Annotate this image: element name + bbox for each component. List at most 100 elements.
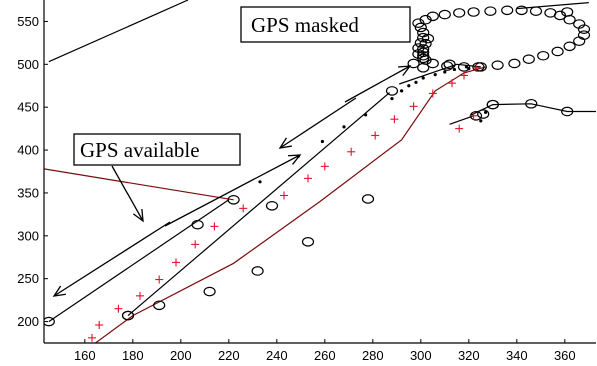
- circle-marker: [529, 6, 543, 16]
- circle-marker: [551, 46, 564, 57]
- circle-marker: [417, 50, 430, 61]
- dot-marker: [414, 80, 418, 84]
- circle-marker: [573, 36, 586, 46]
- circle-marker: [474, 62, 487, 72]
- dot-marker: [467, 67, 471, 71]
- annotation-label: GPS masked: [251, 13, 359, 37]
- annotation-box: [240, 6, 411, 43]
- circle-marker: [561, 106, 574, 117]
- plus-marker: [95, 320, 104, 329]
- circle-marker: [385, 86, 399, 96]
- annotation-gps-masked: GPS masked: [240, 6, 411, 43]
- circle-marker: [484, 6, 497, 16]
- arrow-available-down: [52, 221, 171, 297]
- series-2: [407, 5, 591, 72]
- circle-marker: [426, 11, 439, 22]
- circle-marker: [361, 194, 375, 204]
- series-3: [88, 63, 480, 342]
- y-tick-label: 350: [17, 185, 39, 200]
- plus-marker: [347, 147, 356, 156]
- plus-marker: [472, 63, 480, 72]
- plus-marker: [114, 304, 123, 313]
- circle-marker: [467, 7, 480, 17]
- plus-marker: [428, 89, 437, 98]
- plus-marker: [469, 111, 478, 120]
- circle-marker: [414, 22, 427, 33]
- circle-marker: [417, 44, 430, 54]
- y-tick-label: 250: [17, 271, 39, 286]
- circle-marker: [421, 33, 435, 44]
- circle-marker: [153, 300, 166, 311]
- circle-marker: [412, 18, 425, 28]
- plus-marker: [172, 258, 180, 267]
- circle-marker: [525, 98, 538, 109]
- plus-marker: [280, 191, 288, 200]
- y-tick-label: 300: [17, 228, 39, 243]
- circle-marker: [477, 109, 490, 119]
- circle-marker: [203, 286, 216, 297]
- dot-marker: [342, 125, 346, 129]
- plus-marker: [239, 204, 248, 213]
- dot-marker: [364, 113, 368, 117]
- x-tick-label: 180: [122, 348, 144, 363]
- trajectory-line-1: [127, 92, 390, 317]
- dot-marker: [320, 139, 324, 144]
- plus-marker: [88, 333, 96, 342]
- dot-marker: [464, 65, 468, 69]
- arrow-masked-up: [344, 65, 412, 103]
- dot-marker: [400, 89, 404, 93]
- x-tick-label: 300: [410, 348, 432, 363]
- circle-marker: [501, 5, 514, 16]
- circle-marker: [443, 59, 456, 70]
- y-tick-label: 400: [17, 143, 39, 158]
- circle-marker: [301, 237, 315, 247]
- circle-marker: [491, 60, 504, 70]
- circle-marker: [417, 27, 430, 38]
- plus-marker: [448, 79, 456, 88]
- plus-marker: [320, 162, 329, 171]
- dot-marker: [433, 73, 437, 77]
- dot-marker: [452, 67, 456, 72]
- circle-marker: [522, 54, 535, 64]
- circle-marker: [191, 219, 204, 230]
- circle-marker: [417, 32, 430, 43]
- circle-marker: [419, 55, 432, 65]
- plus-marker: [155, 275, 164, 284]
- plus-marker: [136, 291, 144, 300]
- circle-marker: [265, 201, 279, 211]
- dot-marker: [390, 97, 394, 101]
- annotation-label: GPS available: [80, 138, 200, 162]
- circle-marker: [407, 58, 420, 69]
- dot-marker: [443, 70, 447, 74]
- x-tick-label: 320: [458, 348, 480, 363]
- trajectory-line-5: [449, 115, 474, 125]
- circle-marker: [537, 50, 550, 61]
- circle-marker: [561, 7, 574, 17]
- circle-marker: [486, 99, 499, 110]
- trajectory-line-3: [94, 66, 486, 343]
- circle-marker: [44, 316, 55, 327]
- trajectory-line-6: [48, 0, 189, 63]
- x-tick-label: 280: [362, 348, 384, 363]
- x-tick-label: 360: [554, 348, 576, 363]
- plus-marker: [455, 124, 464, 133]
- series-0: [44, 59, 499, 327]
- plus-marker: [409, 102, 418, 111]
- series-layer: [44, 0, 596, 343]
- x-tick-label: 260: [314, 348, 336, 363]
- annotation-box: [73, 133, 241, 166]
- y-tick-label: 550: [17, 14, 39, 29]
- x-tick-label: 220: [218, 348, 240, 363]
- circle-marker: [441, 61, 454, 71]
- trajectory-line-7: [516, 2, 589, 10]
- x-tick-label: 200: [170, 348, 192, 363]
- circle-marker: [563, 41, 576, 52]
- y-tick-label: 500: [17, 57, 39, 72]
- y-tick-label: 450: [17, 100, 39, 115]
- circle-marker: [577, 30, 591, 40]
- plus-marker: [460, 71, 468, 80]
- series-1: [121, 98, 574, 321]
- dot-marker: [484, 110, 488, 114]
- circle-marker: [121, 310, 135, 321]
